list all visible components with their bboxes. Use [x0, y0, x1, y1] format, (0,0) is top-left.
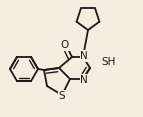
Text: O: O — [61, 40, 69, 50]
Text: N: N — [80, 75, 88, 85]
Text: S: S — [59, 91, 65, 101]
Text: SH: SH — [101, 57, 115, 67]
Text: N: N — [80, 51, 88, 61]
